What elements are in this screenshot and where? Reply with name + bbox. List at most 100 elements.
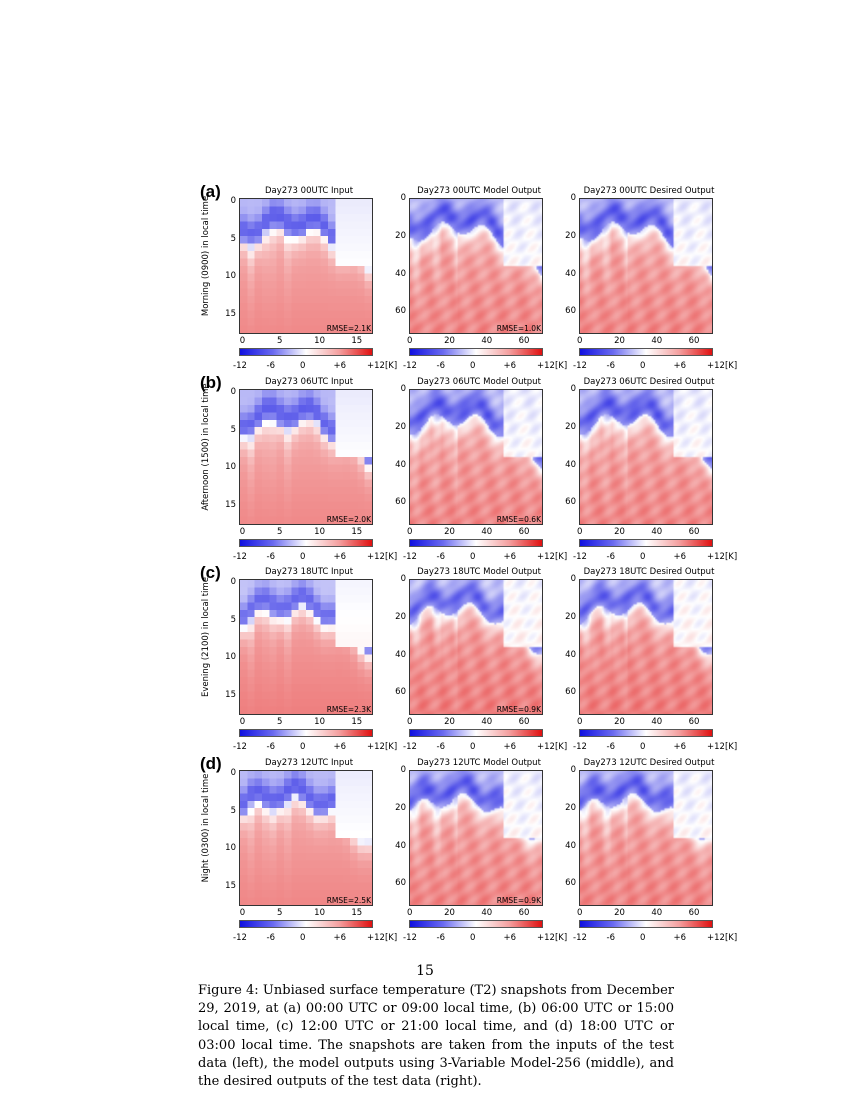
heatmap-panel: Day273 18UTC Model Output RMSE=0.9K 0 0 20 20… [395, 567, 567, 757]
x-tick-label: 5 [276, 908, 283, 918]
colorbar-tick-label: +12[K] [707, 742, 738, 752]
colorbar [409, 729, 543, 737]
colorbar-tick-label: -12 [233, 361, 247, 371]
colorbar-tick-label: 0 [640, 361, 646, 371]
colorbar-tick-label: +12[K] [367, 933, 398, 943]
heatmap-panel: Day273 00UTC Input RMSE=2.1K 0 0 5 5 10 10 15 15 -… [225, 186, 397, 376]
colorbar-tick-label: +12[K] [707, 361, 738, 371]
colorbar-tick-label: +6 [503, 552, 517, 562]
y-tick-label: 60 [565, 306, 576, 317]
x-tick-label: 0 [576, 717, 583, 727]
x-tick-label: 0 [576, 527, 583, 537]
colorbar [579, 920, 713, 928]
colorbar-tick-label: -12 [573, 361, 587, 371]
colorbar-tick-label: -6 [266, 552, 275, 562]
x-tick-label: 40 [651, 336, 663, 346]
heatmap-canvas [409, 579, 543, 715]
colorbar-tick-label: -12 [403, 742, 417, 752]
x-tick-label: 40 [481, 717, 493, 727]
colorbar-tick-label: -6 [266, 742, 275, 752]
x-tick-label: 20 [444, 336, 455, 346]
y-tick-label: 10 [225, 652, 236, 663]
x-tick-label: 15 [351, 908, 363, 918]
y-tick-label: 40 [395, 840, 406, 851]
y-tick-label: 20 [395, 230, 406, 241]
y-tick-label: 40 [395, 459, 406, 470]
heatmap-canvas [239, 198, 373, 334]
y-tick-label: 40 [565, 459, 576, 470]
colorbar-tick-label: 0 [300, 742, 306, 752]
x-tick-label: 0 [406, 527, 413, 537]
x-tick-label: 20 [614, 717, 625, 727]
y-tick-label: 0 [570, 192, 576, 203]
y-tick-label: 0 [400, 192, 406, 203]
x-tick-label: 60 [688, 527, 700, 537]
y-tick-label: 0 [230, 576, 236, 587]
x-tick-label: 15 [351, 336, 363, 346]
colorbar-tick-label: -12 [233, 552, 247, 562]
y-tick-label: 60 [565, 497, 576, 508]
heatmap-panel: Day273 18UTC Input RMSE=2.3K 0 0 5 5 10 10 15 15 -… [225, 567, 397, 757]
colorbar [579, 539, 713, 547]
y-tick-label: 20 [565, 802, 576, 813]
x-tick-label: 0 [406, 717, 413, 727]
colorbar-tick-label: +6 [503, 742, 517, 752]
y-tick-label: 20 [565, 421, 576, 432]
y-tick-label: 40 [565, 268, 576, 279]
heatmap-canvas [239, 770, 373, 906]
colorbar-tick-label: 0 [300, 933, 306, 943]
y-tick-label: 60 [565, 687, 576, 698]
y-tick-label: 15 [225, 500, 236, 511]
panel-title: Day273 12UTC Desired Output [583, 758, 715, 768]
colorbar-tick-label: 0 [470, 552, 476, 562]
y-tick-label: 10 [225, 843, 236, 854]
y-tick-label: 15 [225, 690, 236, 701]
x-tick-label: 20 [614, 336, 625, 346]
y-tick-label: 5 [230, 424, 236, 435]
colorbar-tick-label: 0 [470, 361, 476, 371]
colorbar-tick-label: +12[K] [707, 552, 738, 562]
colorbar [579, 348, 713, 356]
x-tick-label: 0 [239, 717, 246, 727]
rmse-label: RMSE=2.5K [326, 896, 371, 905]
y-tick-label: 10 [225, 271, 236, 282]
colorbar-tick-label: +12[K] [537, 933, 568, 943]
heatmap-canvas [579, 198, 713, 334]
heatmap-canvas [579, 579, 713, 715]
colorbar-tick-label: 0 [300, 361, 306, 371]
colorbar-tick-label: 0 [640, 933, 646, 943]
x-tick-label: 40 [481, 527, 493, 537]
x-tick-label: 0 [239, 527, 246, 537]
panel-title: Day273 18UTC Input [264, 567, 354, 577]
heatmap-canvas [239, 389, 373, 525]
heatmap-panel: Day273 06UTC Model Output RMSE=0.6K 0 0 20 20… [395, 377, 567, 567]
colorbar [239, 539, 373, 547]
y-tick-label: 0 [570, 383, 576, 394]
y-tick-label: 20 [565, 611, 576, 622]
x-tick-label: 40 [651, 717, 663, 727]
x-tick-label: 60 [688, 717, 700, 727]
y-axis-label-text: Morning (0900) in local time [201, 195, 211, 317]
colorbar-tick-label: -6 [436, 552, 445, 562]
colorbar-tick-label: -12 [403, 361, 417, 371]
y-tick-label: 10 [225, 462, 236, 473]
x-tick-label: 0 [576, 336, 583, 346]
x-tick-label: 60 [518, 717, 530, 727]
heatmap-canvas [409, 770, 543, 906]
y-axis-label-text: Night (0300) in local time [201, 773, 211, 883]
x-tick-label: 5 [276, 336, 283, 346]
panel-title: Day273 00UTC Model Output [417, 186, 541, 196]
colorbar-tick-label: 0 [640, 742, 646, 752]
colorbar-tick-label: +6 [503, 933, 517, 943]
x-tick-label: 10 [314, 527, 325, 537]
colorbar-tick-label: +6 [333, 742, 347, 752]
colorbar-tick-label: -6 [436, 361, 445, 371]
x-tick-label: 20 [444, 908, 455, 918]
colorbar-tick-label: +6 [503, 361, 517, 371]
colorbar-tick-label: +6 [333, 552, 347, 562]
panel-title: Day273 06UTC Model Output [417, 377, 541, 387]
x-tick-label: 40 [651, 527, 663, 537]
figure-row: (c) Evening (2100) in local time Day273 18… [0, 563, 850, 757]
panel-title: Day273 18UTC Model Output [417, 567, 541, 577]
colorbar-tick-label: +6 [673, 552, 687, 562]
